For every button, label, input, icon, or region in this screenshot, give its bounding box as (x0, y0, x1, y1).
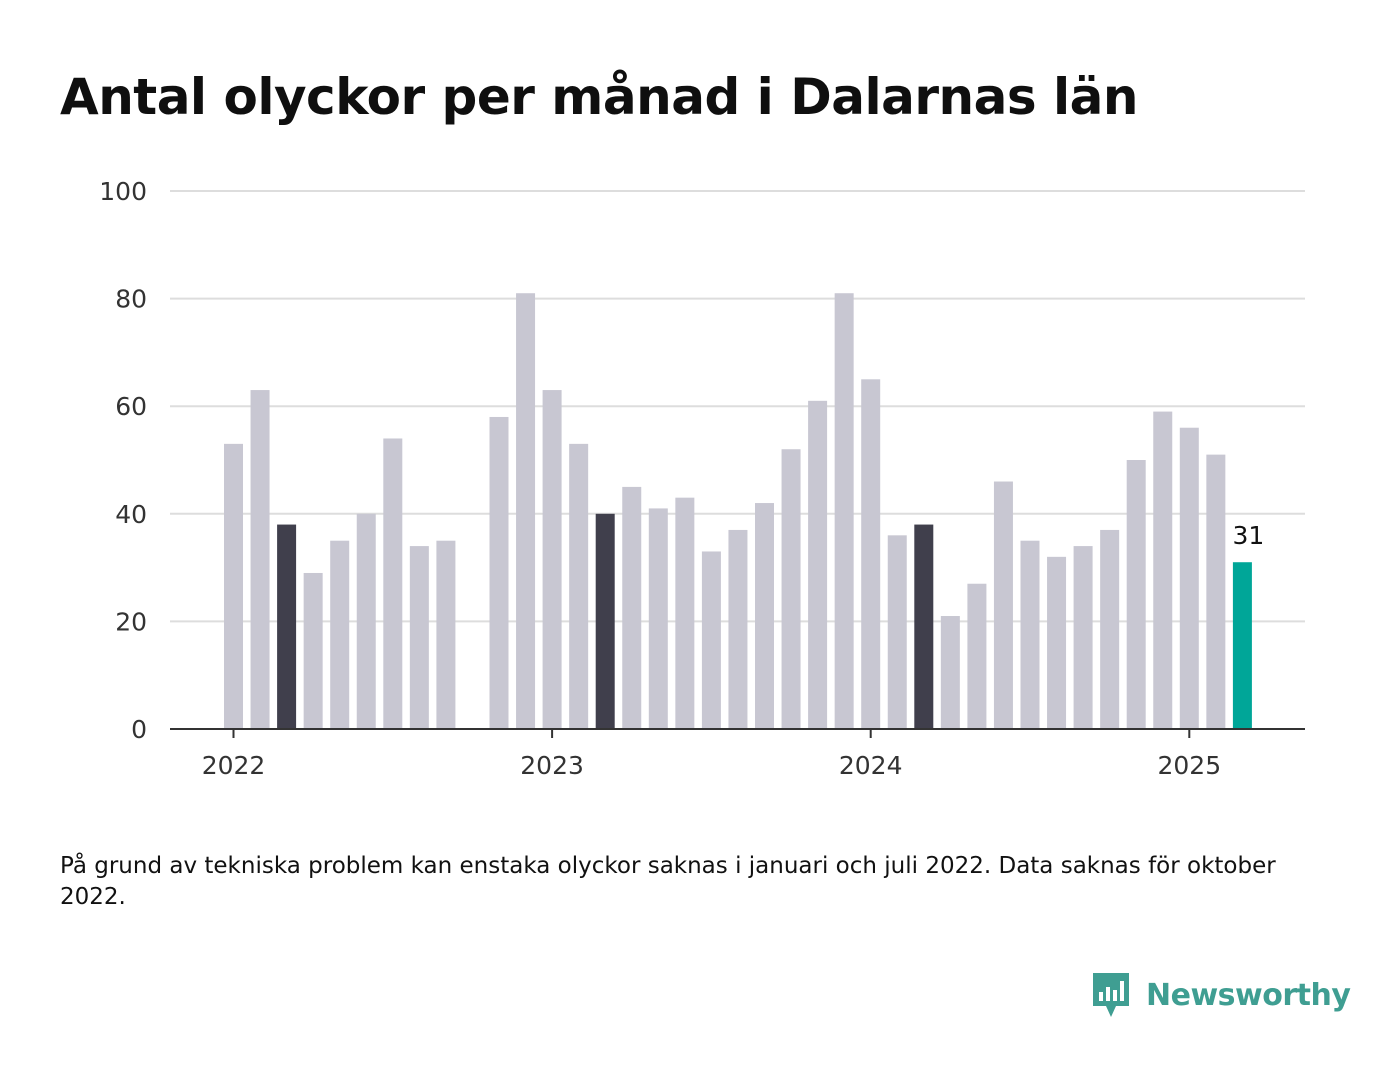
y-axis-ticks: 0 20 40 60 80 100 (99, 177, 147, 744)
chart-title: Antal olyckor per månad i Dalarnas län (60, 68, 1138, 126)
brand-name: Newsworthy (1146, 977, 1351, 1013)
bar-2023-07 (701, 551, 721, 729)
bar-2024-04 (940, 616, 960, 729)
bar-2024-03 (914, 524, 934, 729)
x-tick-label: 2022 (202, 751, 266, 780)
bar-2023-09 (755, 503, 774, 729)
y-tick-label: 20 (115, 607, 147, 636)
bar-2023-10 (781, 449, 801, 729)
bar-2023-12 (834, 293, 854, 729)
bar-2023-03 (595, 513, 615, 729)
x-axis: 2022 2023 2024 2025 (170, 728, 1305, 780)
bar-chart: 0 20 40 60 80 100 2022 2023 2024 2025 31 (99, 177, 1305, 780)
bar-2022-03 (277, 524, 297, 729)
bar-2025-03 (1232, 562, 1252, 729)
bar-2022-05 (330, 540, 350, 729)
x-tick-label: 2023 (520, 751, 584, 780)
bar-2024-10 (1100, 529, 1120, 729)
brand-logo[interactable]: Newsworthy (1090, 970, 1351, 1020)
bar-2023-04 (622, 486, 642, 729)
bar-2024-05 (967, 583, 987, 729)
y-tick-label: 80 (115, 285, 147, 314)
bar-2023-11 (808, 400, 828, 729)
bar-2024-12 (1153, 411, 1173, 729)
bar-2022-01 (224, 443, 243, 729)
bar-2024-09 (1073, 546, 1093, 729)
bar-2022-07 (383, 438, 403, 729)
y-tick-label: 100 (99, 177, 147, 206)
bars (224, 293, 1252, 729)
newsworthy-logo-icon (1093, 973, 1129, 1017)
bar-2023-06 (675, 497, 695, 729)
y-tick-label: 0 (131, 715, 147, 744)
bar-2025-02 (1206, 454, 1226, 729)
bar-2022-04 (303, 572, 323, 729)
bar-2022-06 (356, 513, 376, 729)
data-labels: 31 (1229, 518, 1267, 553)
bar-2024-06 (993, 481, 1013, 729)
bar-2024-01 (861, 379, 881, 729)
bar-2022-08 (409, 546, 429, 729)
bar-2023-01 (542, 390, 562, 729)
bar-2024-02 (887, 535, 907, 729)
bar-2023-05 (648, 508, 668, 729)
bar-2022-12 (516, 293, 536, 729)
bar-2023-08 (728, 529, 748, 729)
y-tick-label: 40 (115, 500, 147, 529)
bar-2023-02 (569, 443, 589, 729)
bar-2022-11 (489, 416, 509, 729)
bar-2024-08 (1047, 556, 1067, 729)
x-tick-label: 2024 (839, 751, 903, 780)
bar-2022-02 (250, 390, 270, 729)
bar-2024-11 (1126, 460, 1146, 729)
bar-2022-09 (436, 540, 456, 729)
x-tick-label: 2025 (1157, 751, 1221, 780)
footnote: På grund av tekniska problem kan enstaka… (60, 853, 1276, 910)
latest-value-label: 31 (1232, 521, 1264, 550)
bar-2025-01 (1179, 427, 1199, 729)
y-tick-label: 60 (115, 392, 147, 421)
bar-2024-07 (1020, 540, 1040, 729)
